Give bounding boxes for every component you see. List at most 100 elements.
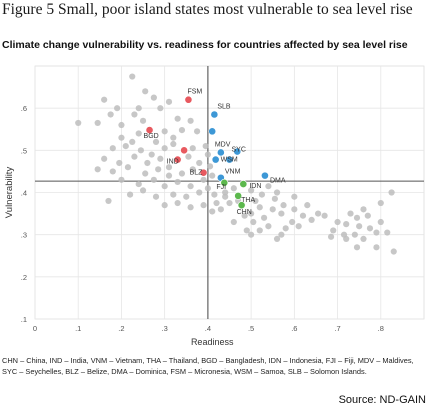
- data-point: [248, 210, 255, 217]
- data-point: [315, 210, 322, 217]
- data-point: [161, 128, 168, 135]
- data-point: [353, 244, 361, 251]
- tick-labels: 0 .1 .2 .3 .4 .5 .6 .7 .8 .1 .2 .3 .4 .5 .6: [21, 104, 384, 333]
- data-point: [135, 180, 142, 188]
- highlighted-point: [210, 110, 219, 119]
- data-point: [75, 119, 82, 127]
- data-point: [165, 172, 173, 179]
- point-label: MDV: [215, 141, 231, 148]
- data-point: [170, 134, 177, 141]
- data-point: [258, 191, 266, 198]
- data-point: [330, 227, 337, 234]
- data-point: [178, 170, 186, 177]
- data-point: [124, 164, 132, 171]
- data-point: [327, 233, 335, 240]
- y-tick-label: .2: [21, 273, 27, 282]
- data-point: [101, 96, 108, 103]
- data-point: [388, 189, 395, 196]
- data-point: [152, 193, 160, 200]
- data-point: [353, 214, 361, 221]
- data-point: [256, 204, 263, 211]
- data-point: [366, 225, 374, 232]
- data-point: [269, 206, 276, 213]
- highlighted-point: [180, 146, 189, 155]
- highlighted-point: [233, 147, 242, 156]
- point-label: IDN: [249, 183, 261, 190]
- scatter-chart: FSM SLB BGD MDV IND WSM SYC BLZ VNM DMA FJI IDN THA C…: [4, 65, 425, 347]
- data-point: [114, 105, 121, 112]
- point-label: IND: [167, 159, 179, 166]
- data-point: [241, 212, 248, 219]
- data-point: [139, 117, 147, 124]
- data-point: [260, 214, 268, 221]
- x-tick-label: .2: [118, 324, 124, 333]
- point-label: VNM: [225, 169, 241, 176]
- data-point: [135, 105, 142, 112]
- x-tick-label: .3: [162, 324, 168, 333]
- data-point: [373, 244, 380, 251]
- highlighted-point: [145, 126, 154, 134]
- data-point: [211, 191, 218, 198]
- data-point: [377, 199, 384, 207]
- data-point: [189, 145, 196, 152]
- data-point: [142, 170, 149, 177]
- data-point: [137, 147, 144, 154]
- reference-lines: [35, 66, 424, 319]
- data-point: [256, 227, 263, 234]
- point-label: BLZ: [190, 170, 204, 177]
- data-point: [280, 202, 287, 209]
- data-point: [243, 227, 250, 234]
- data-point: [289, 218, 296, 226]
- data-point: [295, 223, 302, 230]
- data-point: [129, 73, 136, 80]
- point-label: CHN: [237, 209, 252, 216]
- data-point: [131, 111, 138, 118]
- data-point: [185, 153, 192, 160]
- data-point: [135, 130, 142, 137]
- data-point: [155, 166, 162, 173]
- point-label: FSM: [187, 89, 202, 96]
- data-point: [126, 191, 134, 198]
- data-point: [170, 140, 177, 148]
- x-tick-label: .4: [205, 324, 211, 333]
- highlighted-point: [261, 171, 269, 180]
- data-point: [304, 202, 311, 209]
- data-point: [248, 231, 255, 238]
- data-point: [282, 225, 289, 232]
- data-point: [202, 143, 209, 150]
- data-point: [200, 202, 207, 209]
- data-point: [265, 223, 272, 230]
- point-label: THA: [241, 197, 255, 204]
- data-point: [222, 193, 229, 200]
- highlighted-point: [173, 155, 182, 164]
- x-axis-label: Readiness: [191, 337, 234, 347]
- data-point: [183, 193, 190, 200]
- highlighted-point: [199, 168, 208, 177]
- point-label: SLB: [217, 103, 231, 110]
- data-point: [291, 206, 298, 213]
- data-point: [206, 163, 214, 170]
- data-point: [230, 218, 237, 226]
- highlighted-point: [216, 148, 225, 157]
- y-tick-label: .4: [21, 189, 27, 198]
- data-point: [187, 183, 194, 190]
- chart-subtitle: Climate change vulnerability vs. readine…: [2, 39, 408, 51]
- point-label: FJI: [216, 184, 226, 191]
- point-label: WSM: [221, 157, 238, 164]
- data-point: [139, 187, 147, 194]
- data-point: [193, 128, 201, 135]
- data-point: [204, 185, 211, 192]
- data-point: [174, 178, 181, 186]
- highlighted-point: [237, 201, 246, 210]
- data-point: [217, 206, 224, 213]
- data-point: [148, 151, 155, 158]
- data-point: [273, 235, 281, 242]
- data-point: [142, 88, 149, 95]
- data-point: [170, 191, 177, 198]
- data-point: [230, 185, 237, 192]
- data-point: [321, 212, 328, 219]
- data-point: [174, 199, 181, 207]
- data-point: [107, 111, 114, 118]
- y-axis-label: Vulnerability: [4, 167, 15, 219]
- data-point: [94, 166, 101, 173]
